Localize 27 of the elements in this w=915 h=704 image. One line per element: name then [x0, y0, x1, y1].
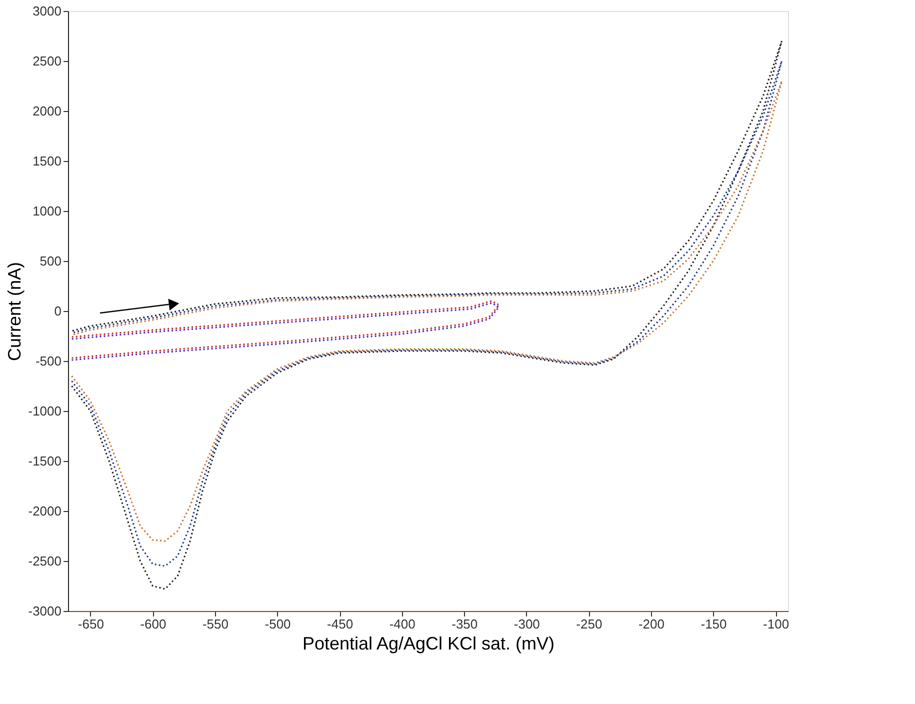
- y-tick-label: 2500: [32, 54, 62, 68]
- x-tick-label: -350: [452, 616, 478, 632]
- y-tick-label: -3000: [28, 604, 62, 618]
- y-tick-label: -2000: [28, 504, 62, 518]
- y-tick-label: 3000: [32, 4, 62, 18]
- x-tick-label: -450: [327, 616, 354, 632]
- x-tick-label: -650: [78, 616, 104, 632]
- x-tick-label: -250: [576, 616, 602, 632]
- y-tick-label: 1000: [32, 204, 62, 218]
- x-axis-title: Potential Ag/AgCl KCl sat. (mV): [302, 634, 555, 654]
- x-tick-label: -150: [700, 616, 727, 632]
- x-tick-label: -300: [514, 616, 540, 632]
- y-tick-label: 1500: [32, 154, 62, 168]
- y-axis-title: Current (nA): [4, 262, 24, 362]
- x-tick-label: -500: [264, 616, 291, 632]
- x-tick-label: -400: [389, 616, 416, 632]
- y-tick-label: -1500: [28, 454, 62, 468]
- y-tick-label: 500: [40, 254, 62, 268]
- y-tick-label: 0: [54, 304, 62, 318]
- x-tick-label: -100: [763, 616, 790, 632]
- x-tick-label: -200: [638, 616, 664, 632]
- y-tick-label: -1000: [28, 404, 62, 418]
- y-tick-label: -500: [35, 354, 62, 368]
- x-tick-label: -600: [140, 616, 166, 632]
- y-tick-label: -2500: [28, 554, 62, 568]
- x-tick-label: -550: [202, 616, 229, 632]
- y-tick-label: 2000: [32, 104, 62, 118]
